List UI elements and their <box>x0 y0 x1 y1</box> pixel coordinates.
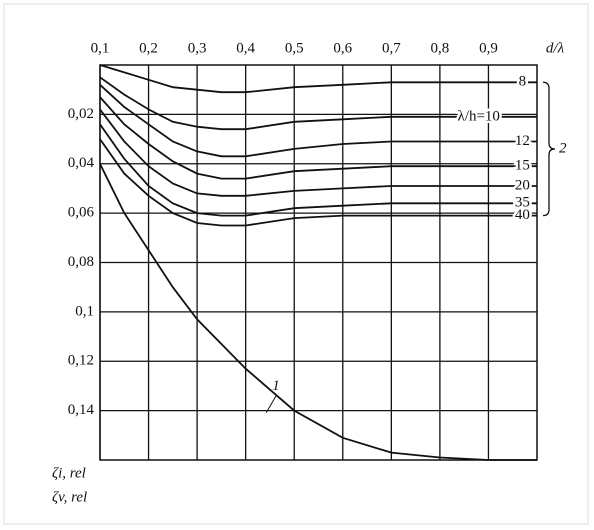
x-tick-label: 0,6 <box>333 40 352 56</box>
series-label: 15 <box>515 158 530 174</box>
line <box>99 96 537 180</box>
bracket <box>542 81 556 217</box>
x-tick-label: 0,3 <box>188 40 207 56</box>
x-axis-label: d/λ <box>546 40 565 56</box>
y-axis-label: ζi, rel <box>52 465 86 481</box>
x-tick-label: 0,9 <box>479 40 498 56</box>
y-tick-label: 0,02 <box>68 106 94 122</box>
line <box>99 108 537 197</box>
line <box>99 64 537 94</box>
bracket-label: 2 <box>559 140 567 156</box>
x-tick-label: 0,7 <box>382 40 401 56</box>
line <box>99 84 537 158</box>
x-tick-label: 0,8 <box>431 40 450 56</box>
y-tick-label: 0,12 <box>68 353 94 369</box>
series-label: 20 <box>515 177 530 193</box>
y-tick-label: 0,08 <box>68 254 94 270</box>
y-tick-label: 0,04 <box>68 155 95 171</box>
series-label: 8 <box>519 74 527 90</box>
y-tick-label: 0,14 <box>68 402 95 418</box>
series-label: 1 <box>272 378 280 394</box>
x-tick-label: 0,1 <box>91 40 110 56</box>
line <box>99 76 537 131</box>
x-tick-label: 0,4 <box>236 40 255 56</box>
leader <box>265 395 277 413</box>
series-label: 40 <box>515 207 530 223</box>
series-label: 12 <box>515 133 530 149</box>
line <box>99 138 537 227</box>
frame <box>3 3 589 525</box>
line <box>99 163 537 461</box>
plot-border <box>99 64 538 461</box>
y-axis-label: ζv, rel <box>52 489 87 505</box>
series-label: λ/h=10 <box>458 108 500 124</box>
y-tick-label: 0,1 <box>75 303 94 319</box>
y-tick-label: 0,06 <box>68 205 95 221</box>
line <box>99 123 537 217</box>
series-label: 35 <box>515 195 530 211</box>
x-tick-label: 0,2 <box>139 40 158 56</box>
x-tick-label: 0,5 <box>285 40 304 56</box>
